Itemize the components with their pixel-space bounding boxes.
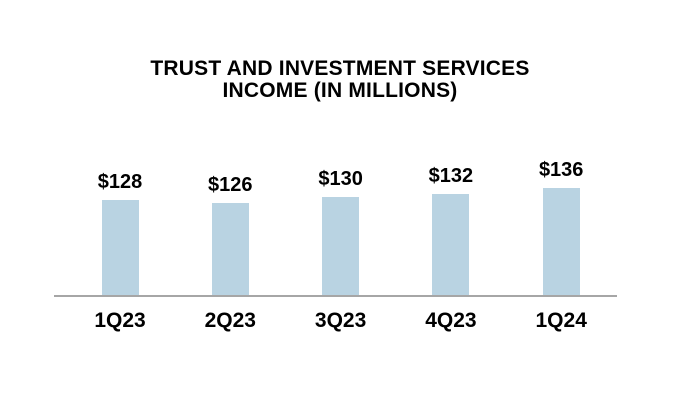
x-tick-label-3q23: 3Q23: [314, 309, 367, 332]
bar-group-2q23: $126 2Q23: [175, 174, 285, 332]
bar-group-1q24: $136 1Q24: [506, 159, 616, 332]
bar-group-4q23: $132 4Q23: [396, 165, 506, 332]
bar-4q23: [432, 194, 470, 296]
x-axis-line: [54, 295, 617, 297]
x-tick-label-1q24: 1Q24: [535, 309, 587, 332]
bar-value-label: $136: [538, 159, 584, 181]
chart-title-line-2: INCOME (IN MILLIONS): [222, 79, 458, 102]
bar-value-label: $128: [97, 171, 143, 193]
x-tick-label-2q23: 2Q23: [204, 309, 256, 332]
bar-1q23: [101, 200, 139, 296]
bar-1q24: [542, 188, 580, 296]
bar-2q23: [211, 203, 249, 296]
bar-group-3q23: $130 3Q23: [286, 168, 396, 332]
bar-value-label: $130: [318, 168, 363, 190]
chart-title-line-1: TRUST AND INVESTMENT SERVICES: [150, 57, 530, 80]
x-tick-label-1q23: 1Q23: [94, 309, 146, 332]
bar-value-label: $126: [208, 174, 253, 196]
bar-group-1q23: $128 1Q23: [65, 171, 175, 332]
bar-3q23: [322, 197, 360, 296]
x-tick-label-4q23: 4Q23: [425, 309, 477, 332]
chart-title: TRUST AND INVESTMENT SERVICES INCOME (IN…: [0, 58, 680, 102]
bar-value-label: $132: [428, 165, 474, 187]
